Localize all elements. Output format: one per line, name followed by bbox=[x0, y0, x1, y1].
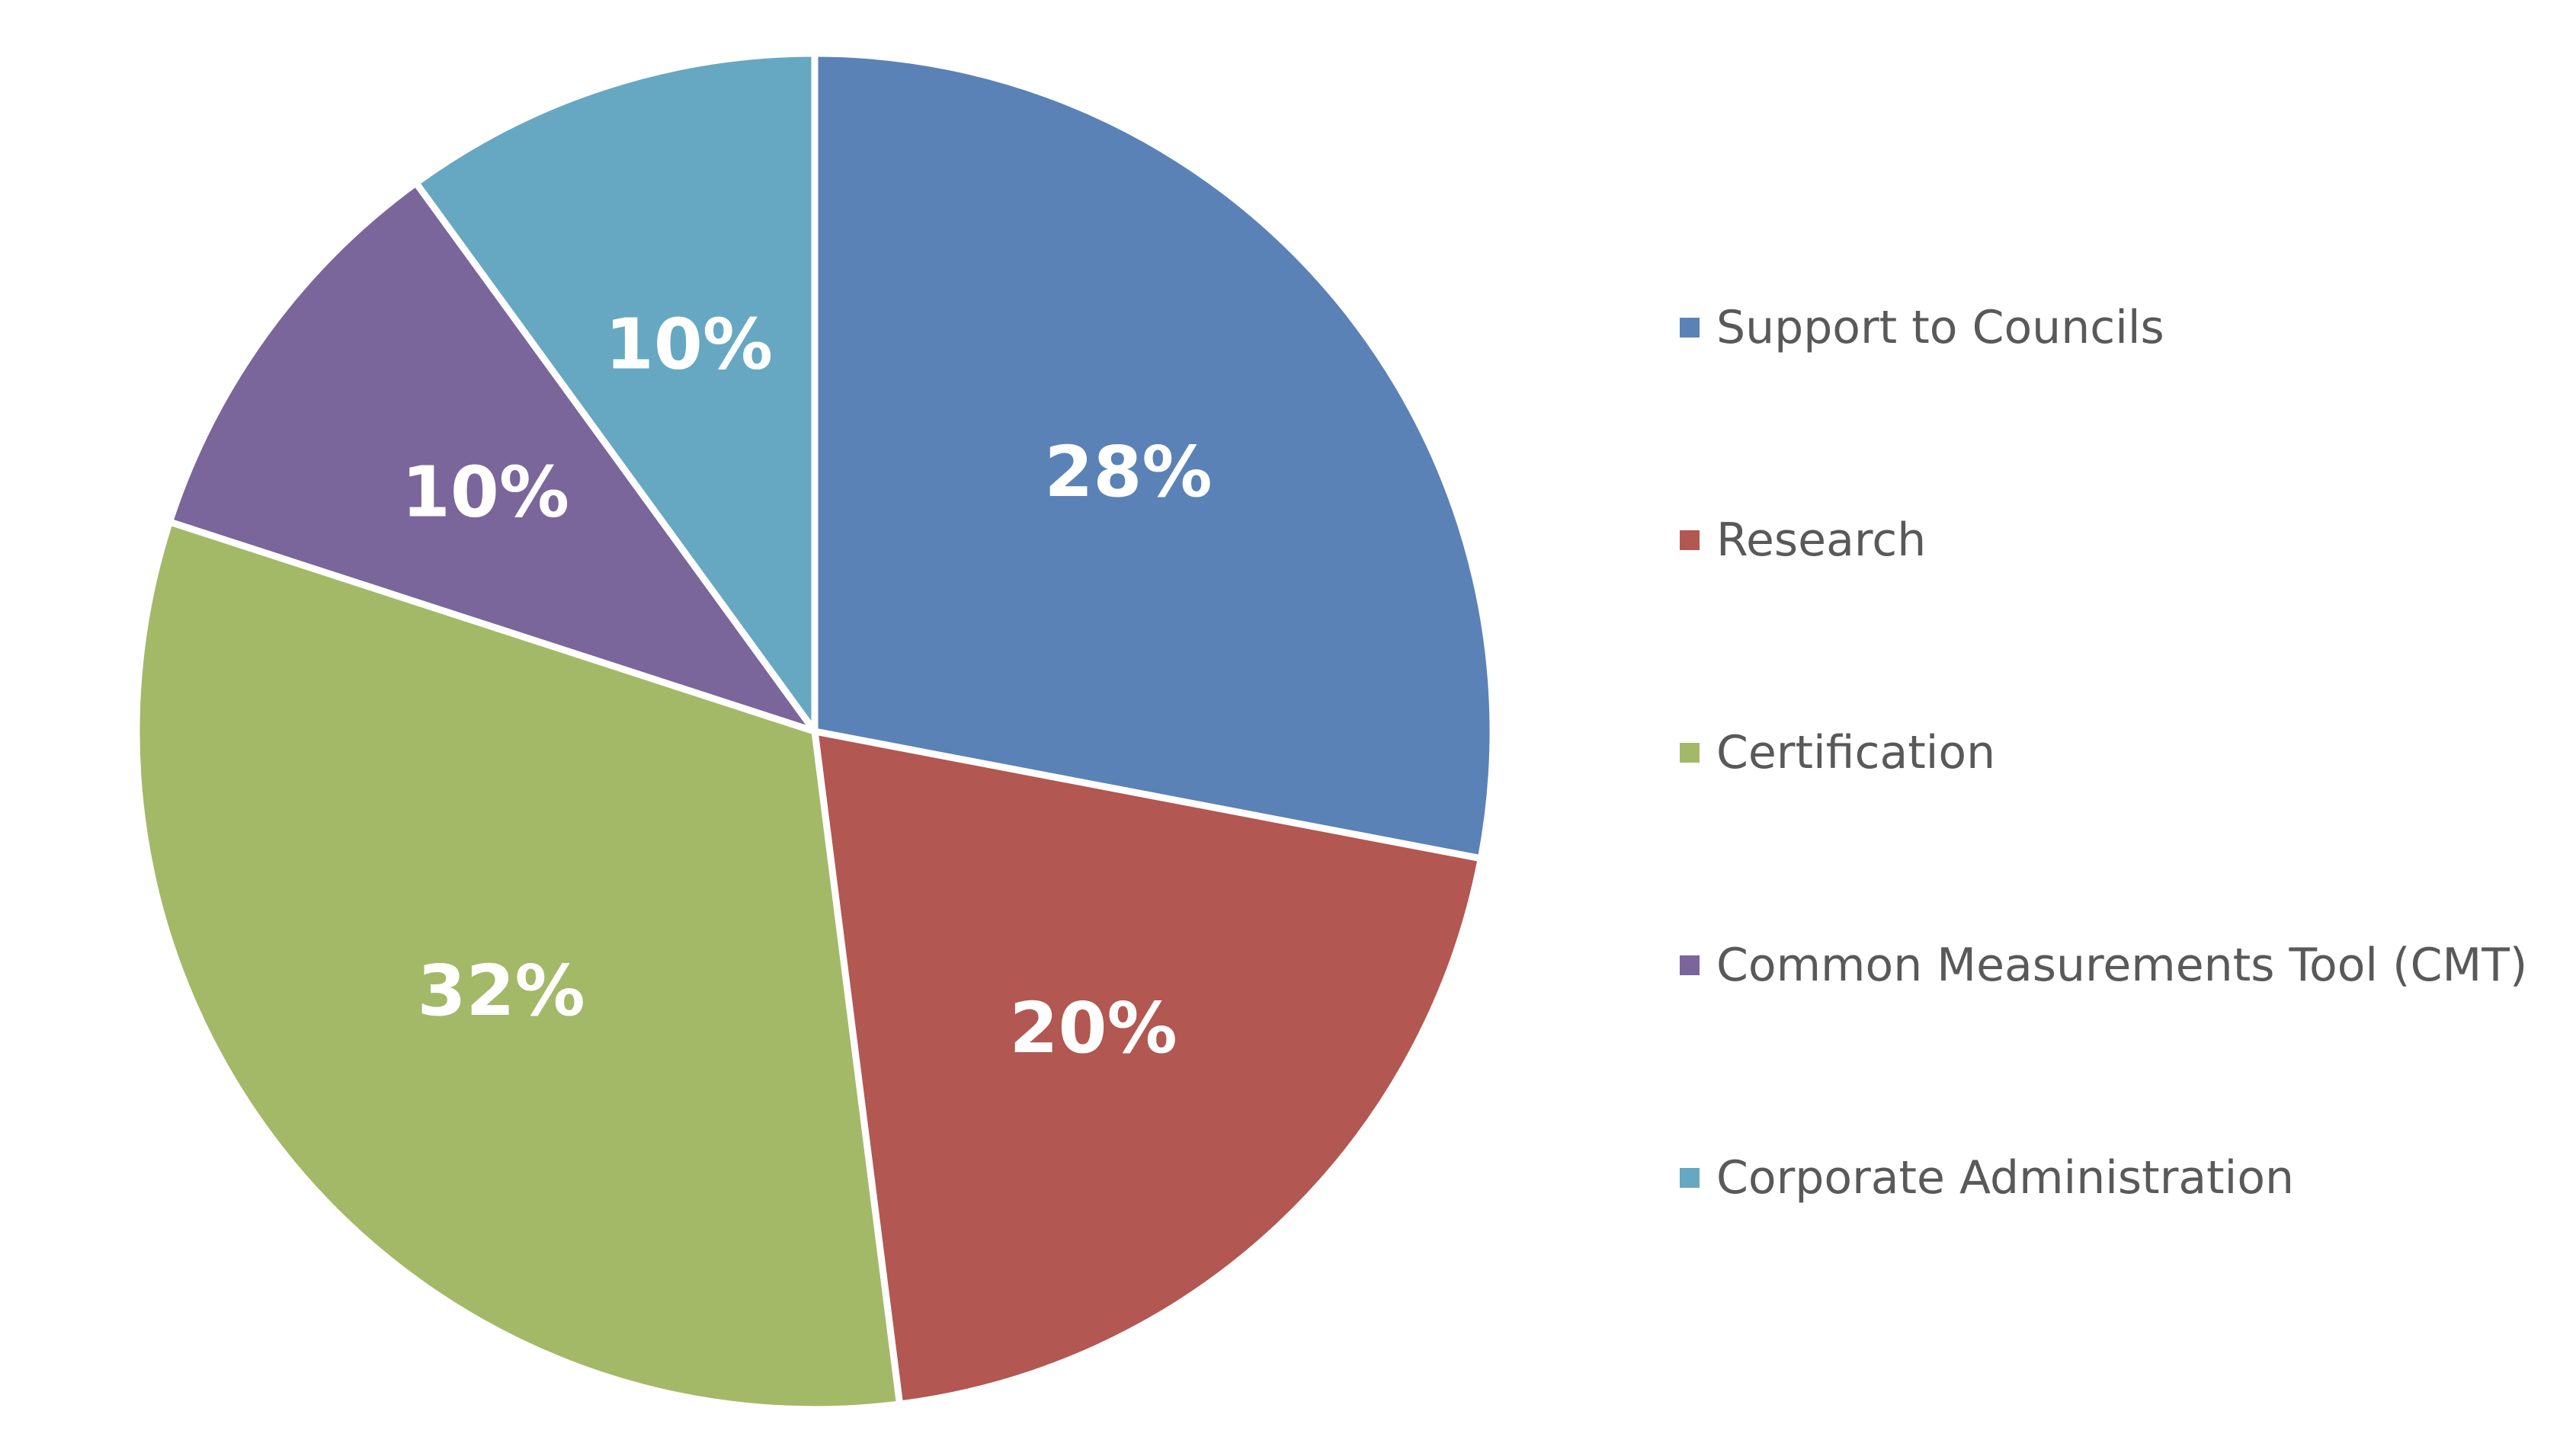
legend-label-1: Support to Councils bbox=[1716, 301, 2164, 354]
data-label-5: 10% bbox=[605, 304, 773, 386]
pie-data-labels: 28% 20% 32% 10% 10% bbox=[402, 304, 1213, 1069]
pie-slice-3 bbox=[133, 518, 904, 1413]
legend-swatch-4 bbox=[1680, 955, 1700, 975]
legend-item-2: Research bbox=[1680, 514, 1926, 567]
data-label-2: 20% bbox=[1009, 987, 1177, 1069]
pie-slice-1 bbox=[811, 50, 1497, 862]
legend-swatch-3 bbox=[1680, 743, 1700, 763]
legend-item-1: Support to Councils bbox=[1680, 301, 2164, 354]
legend-item-5: Corporate Administration bbox=[1680, 1151, 2294, 1205]
legend-swatch-5 bbox=[1680, 1168, 1700, 1188]
legend-label-5: Corporate Administration bbox=[1716, 1151, 2294, 1205]
legend-swatch-2 bbox=[1680, 530, 1700, 550]
pie-slices bbox=[133, 50, 1497, 1413]
data-label-1: 28% bbox=[1044, 431, 1212, 513]
pie-slice-5 bbox=[412, 50, 819, 735]
legend-label-4: Common Measurements Tool (CMT) bbox=[1716, 939, 2527, 992]
data-label-4: 10% bbox=[402, 452, 569, 533]
pie-slice-4 bbox=[166, 179, 819, 735]
pie-slice-2 bbox=[811, 728, 1485, 1408]
legend-item-4: Common Measurements Tool (CMT) bbox=[1680, 939, 2527, 992]
legend: Support to Councils Research Certification… bbox=[1680, 301, 2527, 1205]
data-label-3: 32% bbox=[417, 950, 585, 1032]
legend-label-3: Certification bbox=[1716, 726, 1995, 779]
legend-item-3: Certification bbox=[1680, 726, 1995, 779]
legend-swatch-1 bbox=[1680, 318, 1700, 338]
legend-label-2: Research bbox=[1716, 514, 1926, 567]
